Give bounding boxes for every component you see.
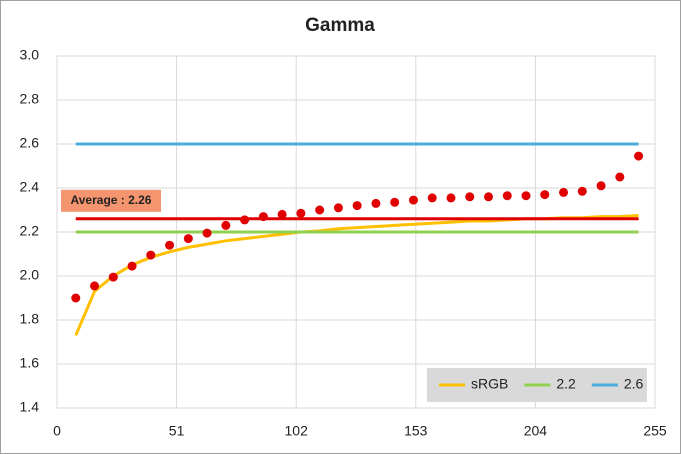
data-point [465, 192, 475, 202]
chart-title: Gamma [305, 15, 375, 36]
legend-label: sRGB [471, 376, 508, 392]
data-point [502, 191, 512, 201]
data-point [634, 151, 644, 161]
annotation-box [61, 189, 161, 212]
data-point [577, 186, 587, 196]
y-tick-label: 3.0 [20, 47, 40, 63]
data-point [240, 215, 250, 225]
data-point [315, 205, 325, 215]
data-point [71, 293, 81, 303]
data-point [596, 181, 606, 191]
data-point [559, 187, 569, 197]
x-tick-label: 0 [53, 423, 61, 439]
data-point [258, 212, 268, 222]
y-tick-label: 2.4 [20, 179, 40, 195]
data-point [408, 195, 418, 205]
y-tick-label: 1.8 [20, 311, 40, 327]
data-point [446, 193, 456, 203]
data-point [146, 250, 156, 260]
y-tick-label: 2.0 [20, 267, 40, 283]
annotation: Average : 2.26 [71, 193, 152, 207]
y-tick-label: 2.8 [20, 91, 40, 107]
data-point [90, 281, 100, 291]
x-tick-label: 255 [643, 423, 667, 439]
legend-label: 2.2 [556, 376, 576, 392]
x-tick-label: 51 [169, 423, 185, 439]
data-point [390, 197, 400, 207]
data-point [615, 172, 625, 182]
data-point [221, 220, 231, 230]
y-tick-label: 1.6 [20, 355, 40, 371]
data-point [371, 198, 381, 208]
y-tick-label: 2.2 [20, 223, 40, 239]
legend-label: 2.6 [624, 376, 644, 392]
x-tick-label: 102 [285, 423, 309, 439]
data-point [427, 193, 437, 203]
data-point [540, 190, 550, 200]
data-point [296, 208, 306, 218]
data-point [483, 192, 493, 202]
y-tick-label: 2.6 [20, 135, 40, 151]
data-point [108, 272, 118, 282]
data-point [333, 203, 343, 213]
data-point [165, 240, 175, 250]
data-point [352, 201, 362, 211]
data-point [202, 228, 212, 238]
data-point [277, 209, 287, 219]
y-tick-label: 1.4 [20, 399, 40, 415]
x-tick-label: 153 [404, 423, 428, 439]
data-point [183, 234, 193, 244]
data-point [521, 191, 531, 201]
data-point [127, 261, 137, 271]
x-tick-label: 204 [524, 423, 548, 439]
